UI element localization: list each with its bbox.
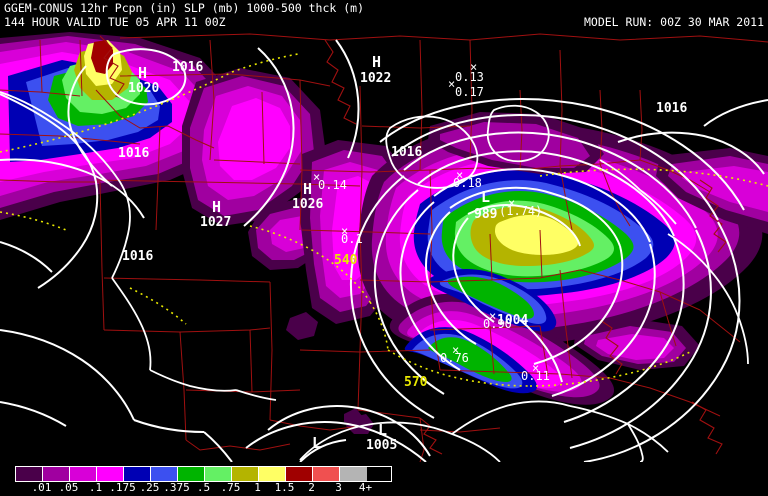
- legend-swatch-.05: [43, 467, 70, 481]
- legend-label-2: 2: [308, 481, 315, 494]
- precip-band-5-ohio: [447, 276, 534, 319]
- legend-swatch-.175: [97, 467, 124, 481]
- legend-swatch-.75: [205, 467, 232, 481]
- title-line-2: 144 HOUR VALID TUE 05 APR 11 00Z: [4, 15, 226, 29]
- legend-label-3: 3: [335, 481, 342, 494]
- map-panel: H 1020 H 1022 H 1027 H 1026 L 989 L 1005…: [0, 30, 768, 462]
- legend-label-1.5: 1.5: [274, 481, 295, 494]
- legend-swatch-.01: [16, 467, 43, 481]
- precip-band-01-patch-c: [344, 408, 362, 424]
- precip-band-1-east: [682, 166, 768, 212]
- legend-swatch-.5: [178, 467, 205, 481]
- legend-label-.5: .5: [196, 481, 211, 494]
- map-canvas: [0, 30, 768, 462]
- chart-header: GGEM-CONUS 12hr Pcpn (in) SLP (mb) 1000-…: [0, 0, 768, 30]
- legend-label-.25: .25: [139, 481, 160, 494]
- legend-swatch-1: [232, 467, 259, 481]
- legend-label-.375: .375: [163, 481, 190, 494]
- precip-band-05-lakes: [440, 122, 590, 168]
- legend-label-.1: .1: [88, 481, 103, 494]
- legend-label-.75: .75: [220, 481, 241, 494]
- legend-label-.05: .05: [58, 481, 79, 494]
- legend-label-.01: .01: [31, 481, 52, 494]
- legend-tick-labels: .01 .05 .1 .175.25.375 .5 .75 1 1.5 2 3 4+: [15, 481, 392, 495]
- chart-title: GGEM-CONUS 12hr Pcpn (in) SLP (mb) 1000-…: [4, 1, 364, 29]
- legend-swatch-3: [313, 467, 340, 481]
- legend-swatch-.25: [124, 467, 151, 481]
- precipitation-field: [0, 32, 768, 434]
- legend-swatch-.1: [70, 467, 97, 481]
- legend-label-.175: .175: [109, 481, 136, 494]
- model-run-label: MODEL RUN: 00Z 30 MAR 2011: [583, 15, 764, 29]
- color-legend: .01 .05 .1 .175.25.375 .5 .75 1 1.5 2 3 4+: [0, 462, 768, 496]
- legend-label-4+: 4+: [358, 481, 373, 494]
- precip-band-01-patch-a: [286, 312, 318, 340]
- title-line-1: GGEM-CONUS 12hr Pcpn (in) SLP (mb) 1000-…: [4, 1, 365, 15]
- state-borders: [0, 33, 768, 462]
- precip-band-175-cascade: [218, 98, 290, 180]
- legend-swatch-1.5: [259, 467, 286, 481]
- legend-colorbar: [15, 466, 392, 482]
- isobars: [0, 39, 768, 462]
- precip-band-15-main: [495, 214, 579, 255]
- legend-swatch-2: [286, 467, 313, 481]
- precip-band-5-south: [428, 337, 512, 382]
- legend-swatch-4+: [340, 467, 367, 481]
- coastline: [0, 91, 749, 462]
- precip-band-1-gulf: [596, 334, 674, 360]
- legend-label-1: 1: [254, 481, 261, 494]
- legend-swatch-.375: [151, 467, 178, 481]
- thickness-contours: [0, 53, 768, 387]
